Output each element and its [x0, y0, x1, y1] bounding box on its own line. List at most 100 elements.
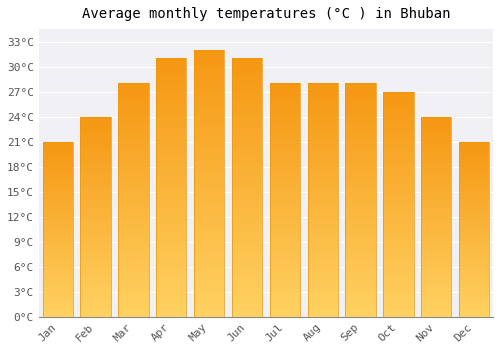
Bar — [118, 184, 148, 186]
Bar — [270, 118, 300, 121]
Bar — [270, 235, 300, 237]
Bar — [421, 219, 452, 221]
Bar — [118, 172, 148, 174]
Bar — [421, 303, 452, 305]
Bar — [80, 215, 110, 217]
Bar — [270, 310, 300, 312]
Bar — [421, 257, 452, 259]
Bar — [421, 313, 452, 315]
Bar — [118, 177, 148, 179]
Bar — [156, 242, 186, 244]
Bar — [346, 254, 376, 256]
Bar — [80, 263, 110, 265]
Bar — [421, 211, 452, 213]
Bar — [118, 170, 148, 172]
Bar — [42, 259, 73, 261]
Bar — [459, 247, 490, 248]
Bar — [270, 139, 300, 142]
Bar — [232, 172, 262, 175]
Bar — [42, 241, 73, 243]
Bar — [194, 135, 224, 138]
Bar — [421, 299, 452, 301]
Bar — [232, 201, 262, 203]
Bar — [232, 82, 262, 84]
Bar — [232, 118, 262, 120]
Bar — [232, 265, 262, 268]
Bar — [384, 114, 414, 117]
Bar — [80, 255, 110, 257]
Bar — [308, 305, 338, 307]
Bar — [42, 304, 73, 306]
Bar — [346, 242, 376, 244]
Bar — [118, 207, 148, 209]
Bar — [346, 265, 376, 268]
Bar — [384, 265, 414, 267]
Bar — [156, 231, 186, 234]
Bar — [194, 205, 224, 208]
Bar — [80, 203, 110, 205]
Bar — [42, 278, 73, 280]
Bar — [156, 255, 186, 257]
Bar — [384, 100, 414, 103]
Bar — [232, 97, 262, 100]
Bar — [80, 143, 110, 145]
Bar — [42, 212, 73, 214]
Bar — [421, 187, 452, 189]
Bar — [421, 153, 452, 155]
Bar — [118, 167, 148, 170]
Bar — [42, 194, 73, 196]
Bar — [80, 243, 110, 245]
Bar — [118, 88, 148, 90]
Bar — [232, 76, 262, 79]
Bar — [459, 189, 490, 191]
Bar — [384, 227, 414, 229]
Bar — [42, 164, 73, 166]
Bar — [118, 296, 148, 298]
Bar — [384, 229, 414, 231]
Bar — [80, 125, 110, 127]
Bar — [194, 279, 224, 282]
Bar — [270, 251, 300, 254]
Bar — [270, 212, 300, 214]
Bar — [80, 195, 110, 197]
Bar — [459, 175, 490, 177]
Bar — [346, 223, 376, 226]
Bar — [156, 188, 186, 190]
Bar — [194, 159, 224, 162]
Bar — [156, 291, 186, 294]
Bar — [384, 315, 414, 317]
Bar — [270, 258, 300, 261]
Bar — [194, 258, 224, 261]
Bar — [156, 97, 186, 100]
Bar — [42, 312, 73, 313]
Bar — [308, 135, 338, 137]
Bar — [384, 132, 414, 134]
Bar — [346, 228, 376, 230]
Bar — [194, 264, 224, 266]
Bar — [232, 268, 262, 270]
Bar — [42, 268, 73, 270]
Bar — [118, 212, 148, 214]
Bar — [118, 286, 148, 289]
Bar — [459, 303, 490, 304]
Bar — [421, 305, 452, 307]
Bar — [232, 89, 262, 92]
Bar — [384, 254, 414, 256]
Bar — [384, 161, 414, 164]
Bar — [156, 216, 186, 218]
Bar — [118, 284, 148, 286]
Bar — [384, 290, 414, 292]
Bar — [42, 142, 73, 317]
Bar — [42, 234, 73, 236]
Bar — [270, 88, 300, 90]
Bar — [270, 109, 300, 111]
Bar — [80, 219, 110, 221]
Bar — [459, 315, 490, 317]
Bar — [308, 221, 338, 223]
Bar — [194, 55, 224, 58]
Bar — [384, 182, 414, 184]
Bar — [194, 301, 224, 303]
Bar — [346, 314, 376, 317]
Bar — [421, 122, 452, 125]
Bar — [308, 272, 338, 275]
